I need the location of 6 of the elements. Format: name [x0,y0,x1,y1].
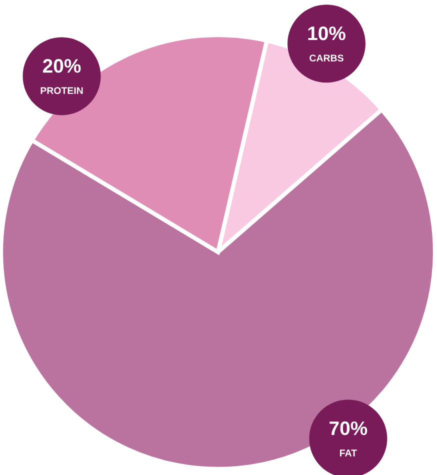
data-label: 10% [308,26,346,40]
slice-label: CARBS [310,54,344,62]
slice-label: FAT [340,450,357,456]
data-label: 70% [330,421,368,436]
data-label: 20% [42,59,81,73]
slice-label: PROTEIN [40,87,83,94]
